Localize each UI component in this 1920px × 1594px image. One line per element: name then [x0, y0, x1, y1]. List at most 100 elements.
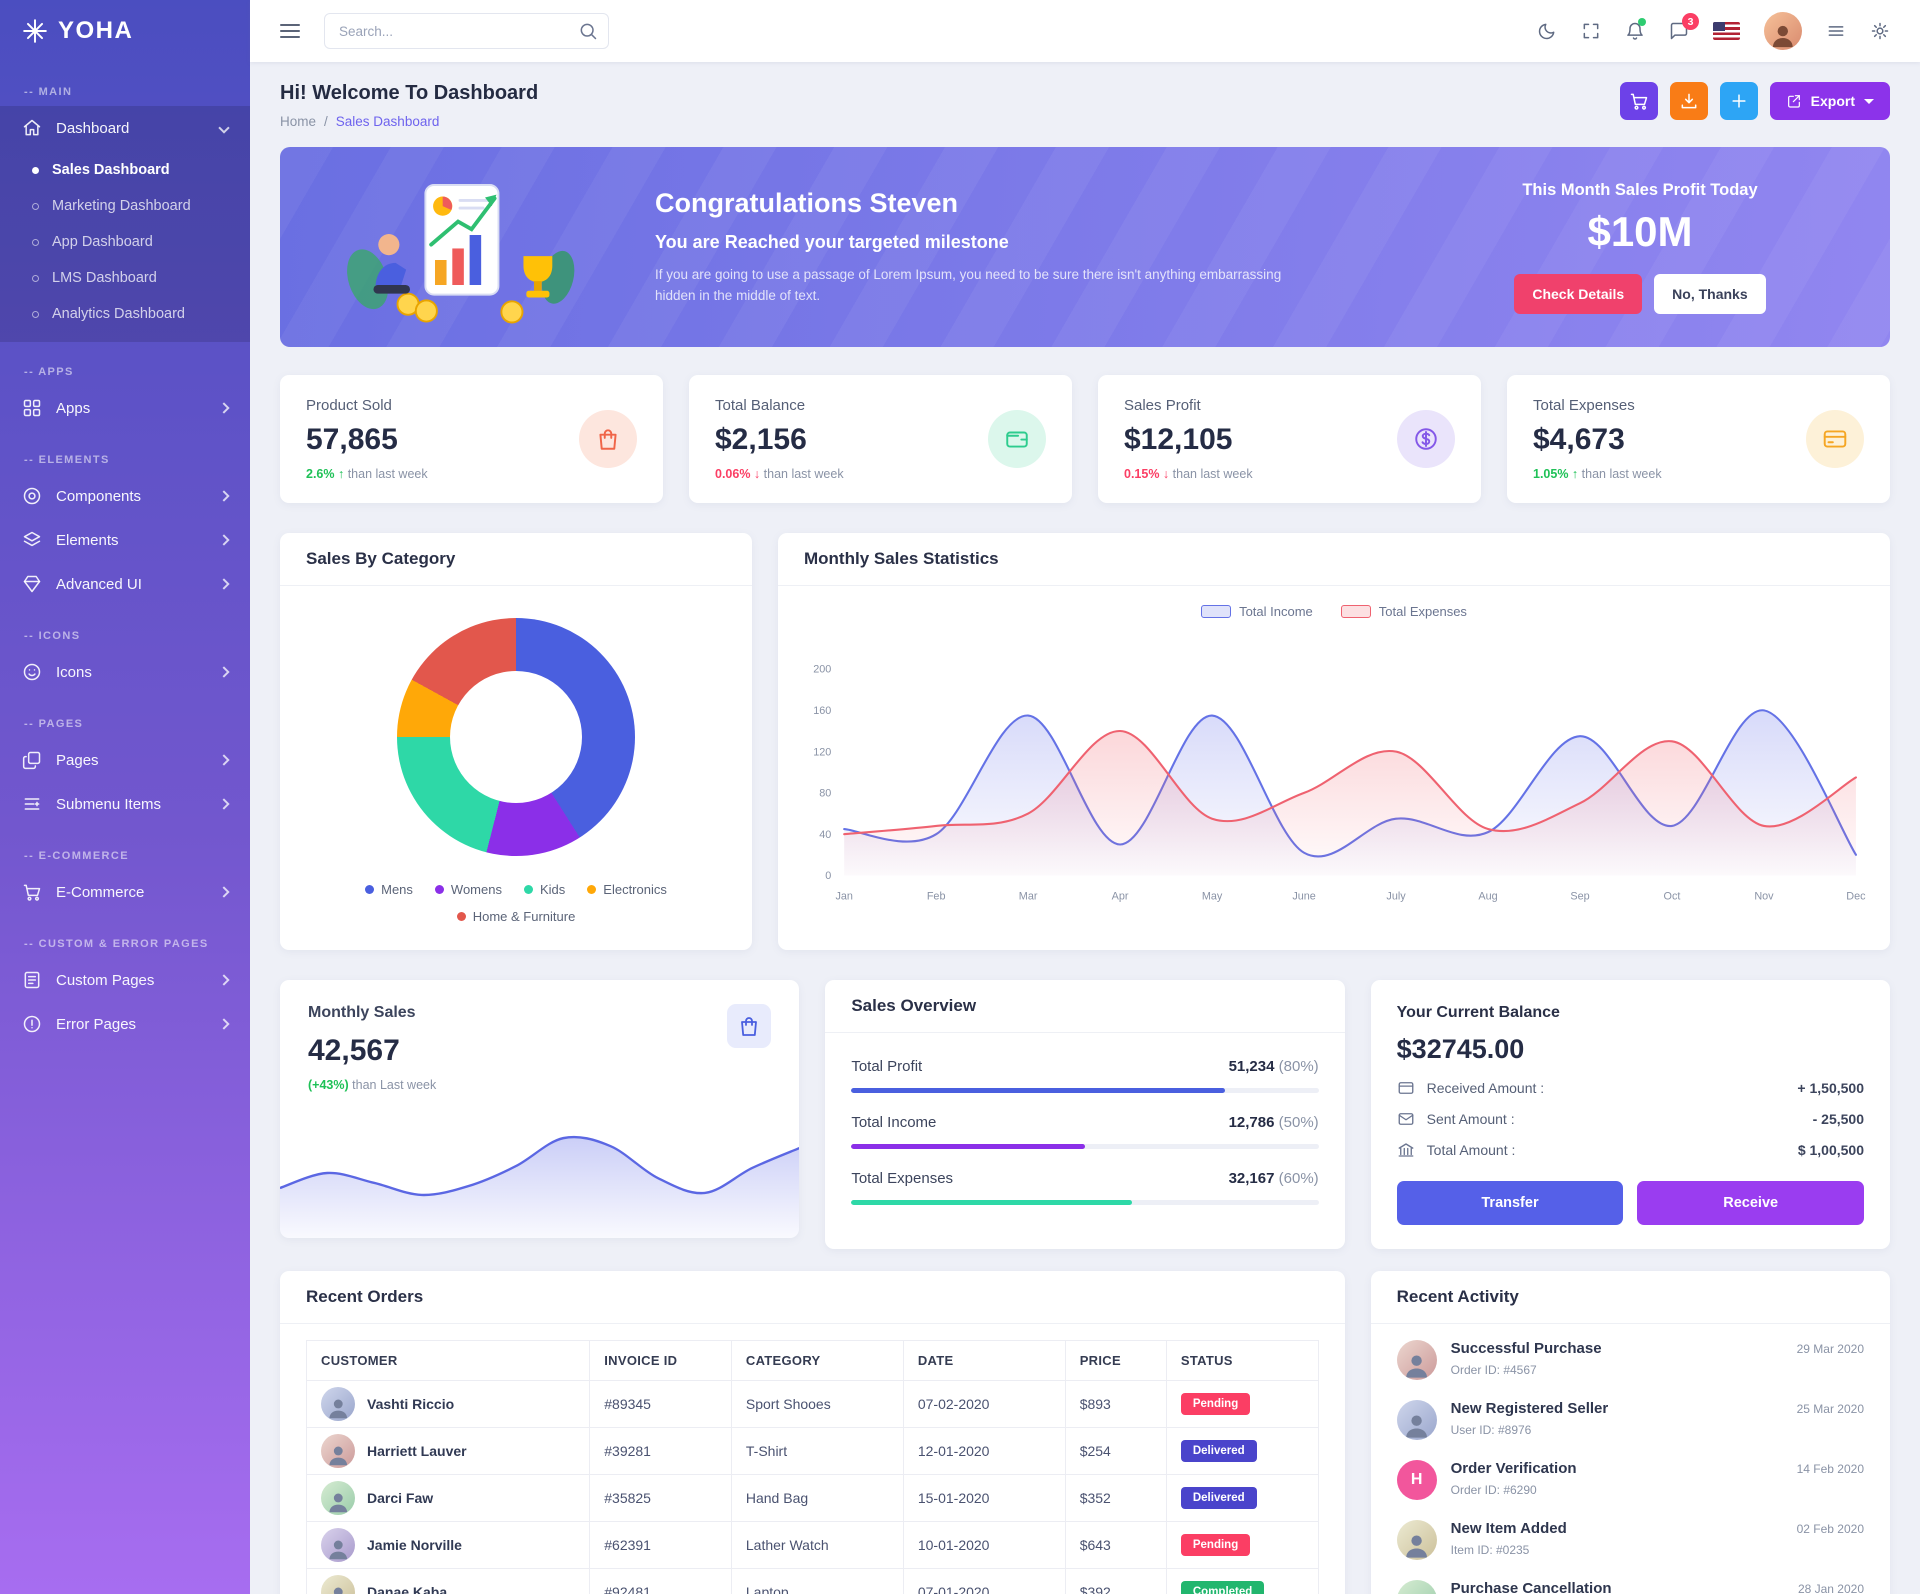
chevron-down-icon — [218, 122, 230, 134]
bullet-icon — [32, 202, 39, 210]
stat-label: Product Sold — [306, 397, 392, 414]
stats-grid: Product Sold 57,865 2.6% ↑ than last wee… — [280, 375, 1890, 503]
breadcrumb-home[interactable]: Home — [280, 114, 317, 129]
table-row: Danae Kaba #92481 Laptop 07-01-2020 $392… — [305, 1568, 1319, 1594]
language-flag-icon[interactable] — [1713, 22, 1740, 40]
sidebar-subitem-analytics-dashboard[interactable]: Analytics Dashboard — [0, 296, 250, 332]
svg-text:Nov: Nov — [1754, 891, 1774, 903]
grid-icon — [22, 398, 42, 418]
subitem-label: LMS Dashboard — [52, 270, 157, 286]
stat-change: 0.15% ↓ than last week — [1124, 467, 1253, 481]
sidebar-subitem-marketing-dashboard[interactable]: Marketing Dashboard — [0, 188, 250, 224]
legend-item-womens[interactable]: Womens — [434, 882, 502, 897]
order-date: 07-02-2020 — [902, 1380, 1066, 1428]
table-row: Harriett Lauver #39281 T-Shirt 12-01-202… — [305, 1427, 1319, 1475]
messages-icon[interactable]: 3 — [1669, 13, 1699, 41]
transfer-button[interactable]: Transfer — [1396, 1181, 1624, 1225]
legend-item-kids[interactable]: Kids — [523, 882, 565, 897]
add-action-button[interactable] — [1719, 82, 1758, 120]
status-badge: Pending — [1180, 1393, 1251, 1415]
svg-text:0: 0 — [825, 870, 831, 882]
sidebar-item-icons[interactable]: Icons — [0, 650, 250, 694]
legend-dot — [523, 885, 533, 894]
balance-amount: $ 1,00,500 — [1797, 1142, 1864, 1158]
monthly-sales-label: Monthly Sales — [308, 1004, 416, 1021]
dollar-circle-icon — [1397, 410, 1455, 468]
breadcrumb-separator: / — [324, 114, 328, 129]
stat-change: 1.05% ↑ than last week — [1533, 467, 1662, 481]
overview-percent: (50%) — [1278, 1114, 1319, 1131]
stat-change: 0.06% ↓ than last week — [715, 467, 844, 481]
sidebar-item-apps[interactable]: Apps — [0, 386, 250, 430]
chevron-right-icon — [218, 886, 230, 898]
sidebar-item-label: Error Pages — [56, 1015, 137, 1033]
sidebar-item-submenu-items[interactable]: Submenu Items — [0, 782, 250, 826]
mini-area-svg — [280, 1135, 800, 1238]
search-icon[interactable] — [578, 21, 598, 41]
invoice-id: #92481 — [589, 1568, 732, 1594]
section-label-apps: APPS — [24, 366, 226, 378]
activity-subtitle: User ID: #8976 — [1450, 1423, 1532, 1437]
stat-card-sales-profit: Sales Profit $12,105 0.15% ↓ than last w… — [1098, 375, 1481, 503]
col-invoice: INVOICE ID — [589, 1340, 732, 1381]
stat-card-product-sold: Product Sold 57,865 2.6% ↑ than last wee… — [280, 375, 663, 503]
hamburger-menu-icon[interactable] — [280, 24, 300, 38]
cart-action-button[interactable] — [1619, 82, 1658, 120]
sidebar-subitem-sales-dashboard[interactable]: Sales Dashboard — [0, 152, 250, 188]
breadcrumb: Home / Sales Dashboard — [280, 114, 538, 129]
legend-item-electronics[interactable]: Electronics — [587, 882, 667, 897]
sales-by-category-card: Sales By Category Mens Womens Kids Elect… — [280, 533, 752, 950]
layers-icon — [22, 530, 42, 550]
legend-label: Total Income — [1239, 604, 1313, 619]
sidebar-item-ecommerce[interactable]: E-Commerce — [0, 870, 250, 914]
sidebar: YOHA MAIN Dashboard Sales Dashboard Mark… — [0, 0, 250, 1594]
sidebar-item-pages[interactable]: Pages — [0, 738, 250, 782]
overview-row-expenses: Total Expenses 32,167 (60%) — [851, 1170, 1319, 1205]
activity-subtitle: Order ID: #6290 — [1450, 1483, 1537, 1497]
sidebar-subitem-app-dashboard[interactable]: App Dashboard — [0, 224, 250, 260]
recent-orders-title: Recent Orders — [280, 1271, 1345, 1324]
wallet-icon — [988, 410, 1046, 468]
svg-text:80: 80 — [819, 788, 831, 800]
sidebar-subitem-lms-dashboard[interactable]: LMS Dashboard — [0, 260, 250, 296]
svg-text:Apr: Apr — [1112, 891, 1129, 903]
monthly-sales-value: 42,567 — [308, 1034, 400, 1067]
export-button[interactable]: Export — [1769, 82, 1890, 120]
user-avatar[interactable] — [1764, 12, 1802, 50]
list-item: New Registered Seller User ID: #8976 25 M… — [1396, 1390, 1864, 1450]
topbar: 3 — [250, 0, 1920, 62]
no-thanks-button[interactable]: No, Thanks — [1654, 273, 1766, 314]
sidebar-item-dashboard[interactable]: Dashboard — [0, 106, 250, 150]
activity-title: New Item Added — [1450, 1520, 1567, 1537]
progress-bar — [851, 1200, 1132, 1205]
stat-change-suffix: than last week — [1172, 467, 1253, 481]
subitem-label: Analytics Dashboard — [52, 306, 185, 322]
sidebar-item-components[interactable]: Components — [0, 474, 250, 518]
check-details-button[interactable]: Check Details — [1514, 273, 1643, 314]
receive-button[interactable]: Receive — [1637, 1181, 1864, 1225]
customer-avatar — [321, 1387, 355, 1421]
search-input[interactable] — [324, 13, 609, 49]
menu-icon[interactable] — [1826, 21, 1846, 41]
settings-gear-icon[interactable] — [1870, 21, 1890, 41]
download-action-button[interactable] — [1669, 82, 1708, 120]
sidebar-item-elements[interactable]: Elements — [0, 518, 250, 562]
legend-item-mens[interactable]: Mens — [365, 882, 413, 897]
brand-logo-icon — [23, 19, 47, 43]
fullscreen-icon[interactable] — [1581, 21, 1601, 41]
sidebar-item-error-pages[interactable]: Error Pages — [0, 1002, 250, 1046]
legend-item-total-expenses[interactable]: Total Expenses — [1340, 604, 1467, 619]
legend-item-home-furniture[interactable]: Home & Furniture — [456, 909, 575, 924]
order-date: 07-01-2020 — [902, 1568, 1066, 1594]
activity-date: 28 Jan 2020 — [1797, 1582, 1864, 1594]
balance-label: Total Amount : — [1426, 1142, 1516, 1158]
legend-item-total-income[interactable]: Total Income — [1201, 604, 1313, 619]
notifications-bell-icon[interactable] — [1625, 18, 1646, 41]
sidebar-item-custom-pages[interactable]: Custom Pages — [0, 958, 250, 1002]
dark-mode-icon[interactable] — [1537, 21, 1557, 41]
bullet-icon — [32, 238, 39, 246]
sidebar-item-advanced-ui[interactable]: Advanced UI — [0, 562, 250, 606]
brand-logo[interactable]: YOHA — [0, 0, 250, 62]
svg-text:Dec: Dec — [1846, 891, 1866, 903]
breadcrumb-current: Sales Dashboard — [335, 114, 440, 129]
